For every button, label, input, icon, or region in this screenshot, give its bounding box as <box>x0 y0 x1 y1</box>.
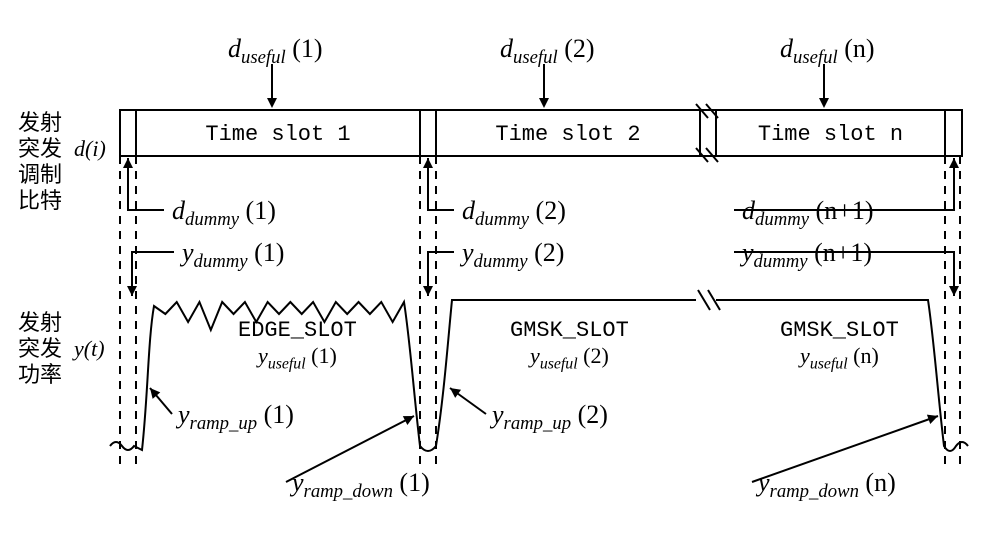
slot-label: Time slot n <box>758 122 903 147</box>
slot-label: Time slot 2 <box>495 122 640 147</box>
diagram-root: 发射突发调制比特 发射突发功率 d(i) y(t) duseful (1)dus… <box>0 0 1000 548</box>
diagram-svg: Time slot 1 Time slot 2 Time slot n <box>0 0 1000 548</box>
slot-label: Time slot 1 <box>205 122 350 147</box>
